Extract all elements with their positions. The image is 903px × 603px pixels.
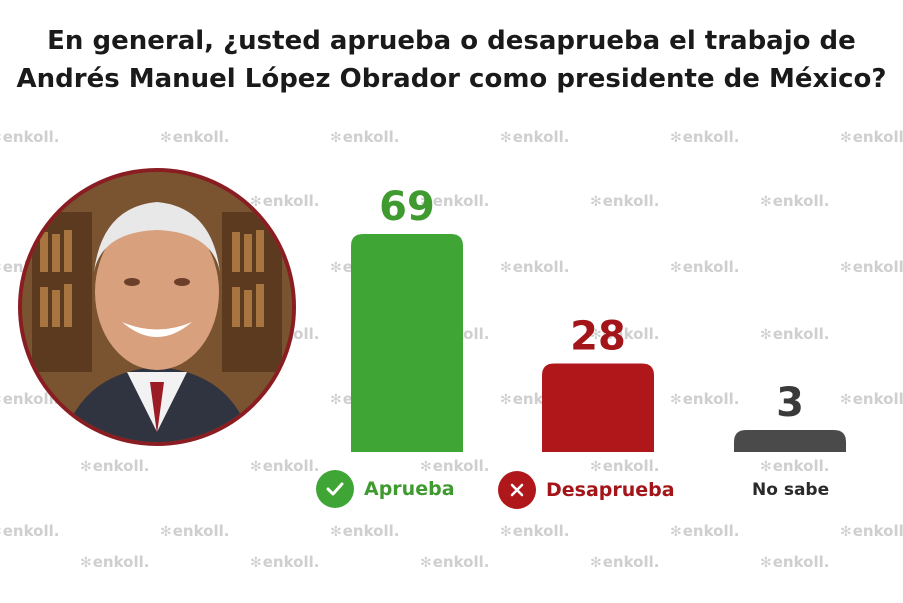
watermark-text: ✻enkoll. (0, 522, 60, 540)
watermark-text: ✻enkoll. (80, 553, 150, 571)
legend-label-desaprueba: Desaprueba (546, 479, 675, 501)
chart-title: En general, ¿usted aprueba o desaprueba … (16, 26, 887, 94)
watermark-text: ✻enkoll. (840, 258, 903, 276)
legend-label-no-sabe: No sabe (752, 480, 830, 500)
watermark-text: ✻enkoll. (590, 192, 660, 210)
bar-aprueba (351, 234, 463, 452)
watermark-text: ✻enkoll. (500, 522, 570, 540)
bar-no-sabe (734, 430, 846, 452)
watermark-text: ✻enkoll. (840, 128, 903, 146)
watermark-text: ✻enkoll. (840, 522, 903, 540)
watermark-text: ✻enkoll. (590, 553, 660, 571)
watermark-text: ✻enkoll. (670, 258, 740, 276)
legend-label-aprueba: Aprueba (364, 478, 455, 500)
watermark-text: ✻enkoll. (760, 325, 830, 343)
bar-desaprueba (542, 363, 654, 452)
watermark-text: ✻enkoll. (760, 192, 830, 210)
watermark-text: ✻enkoll. (500, 128, 570, 146)
watermark-text: ✻enkoll. (760, 553, 830, 571)
watermark-text: ✻enkoll. (760, 457, 830, 475)
watermark-text: ✻enkoll. (670, 128, 740, 146)
check-icon (316, 470, 354, 508)
watermark-text: ✻enkoll. (670, 522, 740, 540)
watermark-text: ✻enkoll. (590, 457, 660, 475)
watermark-text: ✻enkoll. (420, 192, 490, 210)
watermark-text: ✻enkoll. (670, 390, 740, 408)
watermark-text: ✻enkoll. (0, 128, 60, 146)
legend-item-no-sabe: No sabe (752, 480, 829, 500)
watermark-text: ✻enkoll. (330, 522, 400, 540)
watermark-text: ✻enkoll. (250, 457, 320, 475)
data-label-aprueba: 69 (379, 184, 435, 230)
watermark-text: ✻enkoll. (420, 457, 490, 475)
legend-item-aprueba: Aprueba (316, 470, 455, 508)
watermark-text: ✻enkoll. (330, 128, 400, 146)
watermark-text: ✻enkoll. (250, 192, 320, 210)
portrait-photo (18, 168, 296, 446)
legend-item-desaprueba: Desaprueba (498, 471, 675, 509)
watermark-text: ✻enkoll. (590, 325, 660, 343)
watermark-text: ✻enkoll. (420, 553, 490, 571)
watermark-text: ✻enkoll. (0, 390, 60, 408)
data-label-desaprueba: 28 (570, 314, 626, 360)
watermark-text: ✻enkoll. (840, 390, 903, 408)
portrait-image (22, 172, 292, 442)
watermark-text: ✻enkoll. (160, 128, 230, 146)
watermark-text: ✻enkoll. (160, 522, 230, 540)
watermark-text: ✻enkoll. (250, 553, 320, 571)
watermark-text: ✻enkoll. (80, 457, 150, 475)
watermark-text: ✻enkoll. (500, 258, 570, 276)
data-label-no-sabe: 3 (776, 380, 804, 426)
x-icon (498, 471, 536, 509)
